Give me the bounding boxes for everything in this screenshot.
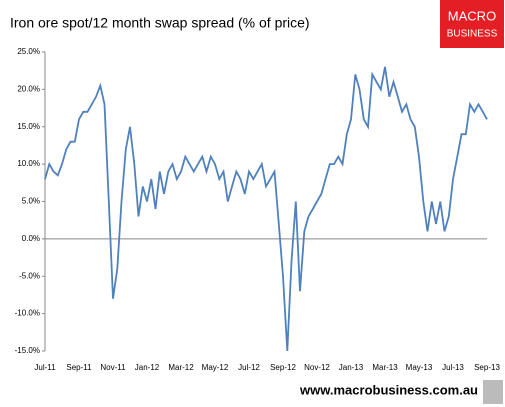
logo-text: MACRO <box>448 8 496 23</box>
x-tick-label: Mar-12 <box>168 363 194 372</box>
x-tick-label: Jan-12 <box>135 363 160 372</box>
x-tick-label: Jul-13 <box>442 363 464 372</box>
logo-icon <box>483 380 503 404</box>
y-tick-label: 0.0% <box>22 234 40 243</box>
y-tick-label: 10.0% <box>17 159 40 168</box>
y-tick-label: 5.0% <box>22 197 40 206</box>
x-tick-label: Mar-13 <box>372 363 398 372</box>
footer: www.macrobusiness.com.au <box>299 382 478 397</box>
y-tick-label: 15.0% <box>17 122 40 131</box>
x-tick-label: Jul-12 <box>238 363 260 372</box>
x-tick-label: May-13 <box>406 363 433 372</box>
logo-text: BUSINESS <box>447 29 498 40</box>
y-tick-label: -15.0% <box>15 346 40 355</box>
logo-box <box>440 0 504 48</box>
y-tick-label: 25.0% <box>17 47 40 56</box>
x-tick-label: Nov-11 <box>100 363 126 372</box>
series-line <box>44 66 488 352</box>
x-tick-label: Jan-13 <box>339 363 364 372</box>
chart-title: Iron ore spot/12 month swap spread (% of… <box>10 15 310 31</box>
y-tick-label: 20.0% <box>17 84 40 93</box>
x-tick-label: Jul-11 <box>34 363 56 372</box>
x-tick-label: May-12 <box>202 363 229 372</box>
x-tick-label: Sep-11 <box>66 363 92 372</box>
x-tick-label: Sep-12 <box>270 363 296 372</box>
x-tick-label: Nov-12 <box>304 363 330 372</box>
y-tick-label: -5.0% <box>19 271 40 280</box>
y-tick-label: -10.0% <box>15 309 40 318</box>
x-tick-label: Sep-13 <box>474 363 500 372</box>
